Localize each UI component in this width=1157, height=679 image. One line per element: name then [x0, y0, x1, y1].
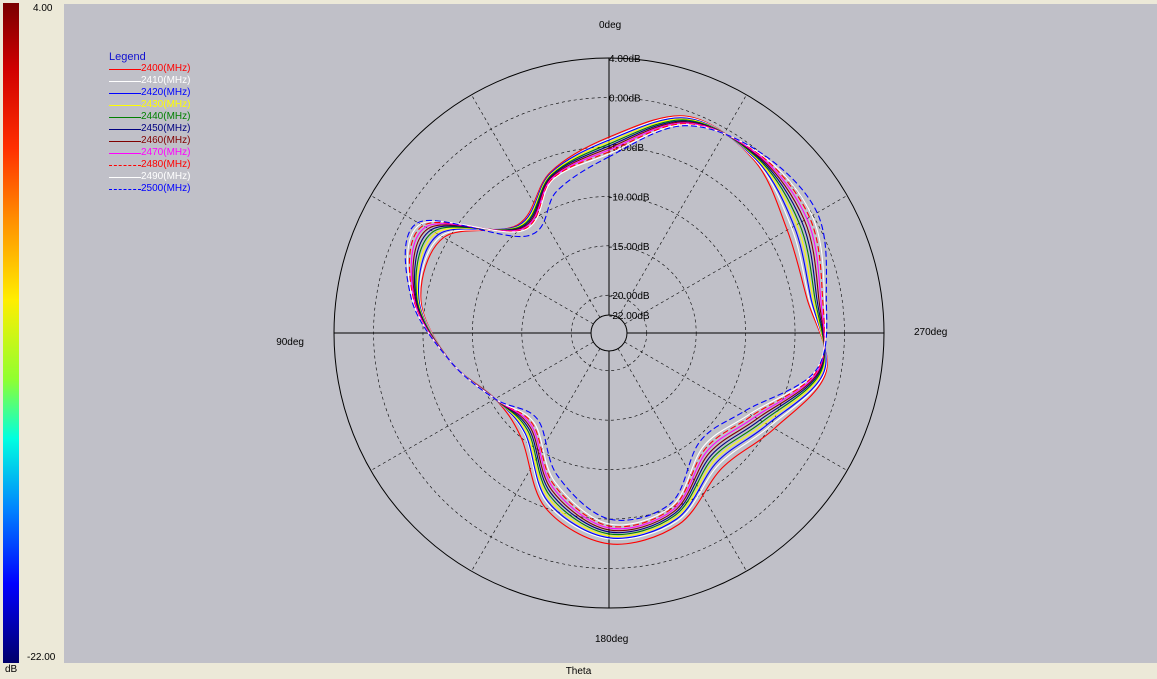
series-line-2440(MHz) [415, 119, 826, 536]
series-line-2420(MHz) [418, 117, 827, 539]
colorbar-gradient [3, 3, 19, 663]
angle-grid-line [624, 341, 848, 471]
legend-swatch [109, 80, 141, 82]
polar-chart: 4.00dB 0.00dB -5.00dB -10.00dB -15.00dB -20.0… [276, 20, 947, 645]
legend-entry: 2480(MHz) [109, 159, 190, 171]
legend-label: 2460(MHz) [141, 135, 191, 146]
theta-axis-label: Theta [565, 666, 592, 677]
legend-entry: 2450(MHz) [109, 123, 190, 135]
radial-tick-label: -15.00dB [609, 242, 650, 253]
series-line-2480(MHz) [408, 123, 826, 528]
series-line-2450(MHz) [414, 120, 825, 534]
legend-label: 2450(MHz) [141, 123, 191, 134]
angle-label: 90deg [276, 337, 304, 348]
radial-tick-label: -20.00dB [609, 291, 650, 302]
legend-label: 2410(MHz) [141, 75, 191, 86]
legend-swatch [109, 116, 141, 118]
legend-swatch [109, 152, 141, 154]
radial-tick-label: -22.00dB [609, 311, 650, 322]
legend-entry: 2500(MHz) [109, 183, 190, 195]
colorbar-max-label: 4.00 [33, 3, 53, 14]
series-line-2460(MHz) [412, 121, 825, 532]
colorbar-unit-label: dB [5, 664, 18, 675]
series-line-2430(MHz) [416, 118, 826, 537]
legend-swatch [109, 92, 141, 94]
legend-entry: 2430(MHz) [109, 99, 190, 111]
legend-swatch [109, 164, 141, 166]
series-line-2500(MHz) [404, 125, 828, 521]
legend-title: Legend [109, 51, 146, 63]
radial-tick-label: 4.00dB [609, 54, 641, 65]
legend-swatch [109, 128, 141, 130]
angle-grid-line [370, 341, 594, 471]
series-line-2410(MHz) [419, 116, 828, 540]
radial-tick-label: 0.00dB [609, 94, 641, 105]
angle-label: 270deg [914, 327, 947, 338]
legend-label: 2480(MHz) [141, 159, 191, 170]
legend-entry: 2400(MHz) [109, 63, 190, 75]
legend-label: 2400(MHz) [141, 63, 191, 74]
legend-label: 2490(MHz) [141, 171, 191, 182]
legend-entry: 2440(MHz) [109, 111, 190, 123]
colorbar-min-label: -22.00 [27, 652, 56, 663]
radial-tick-label: -10.00dB [609, 192, 650, 203]
angle-grid-line [617, 94, 747, 318]
legend-entry: 2410(MHz) [109, 75, 190, 87]
series-line-2490(MHz) [406, 124, 827, 526]
plot-area: 4.00dB 0.00dB -5.00dB -10.00dB -15.00dB -20.0… [64, 4, 1157, 663]
legend-swatch [109, 104, 141, 106]
legend-label: 2500(MHz) [141, 183, 191, 194]
legend-label: 2470(MHz) [141, 147, 191, 158]
legend-label: 2430(MHz) [141, 99, 191, 110]
legend-swatch [109, 140, 141, 142]
legend-label: 2420(MHz) [141, 87, 191, 98]
angle-label: 180deg [595, 634, 628, 645]
legend-entry: 2490(MHz) [109, 171, 190, 183]
series-line-2470(MHz) [410, 122, 826, 530]
legend-entry: 2470(MHz) [109, 147, 190, 159]
legend-swatch [109, 176, 141, 178]
legend-entry: 2420(MHz) [109, 87, 190, 99]
angle-grid-line [617, 348, 747, 572]
angle-grid-line [370, 195, 594, 325]
legend-entry: 2460(MHz) [109, 135, 190, 147]
legend-label: 2440(MHz) [141, 111, 191, 122]
legend-swatch [109, 188, 141, 190]
series-line-2400(MHz) [420, 115, 828, 545]
angle-grid-line [624, 195, 848, 325]
radial-tick-label: -5.00dB [609, 143, 644, 154]
legend-swatch [109, 68, 141, 70]
legend: Legend 2400(MHz) 2410(MHz) 2420(MHz) 2430(M… [109, 51, 190, 195]
angle-label: 0deg [599, 20, 621, 31]
angle-grid-line [471, 348, 601, 572]
